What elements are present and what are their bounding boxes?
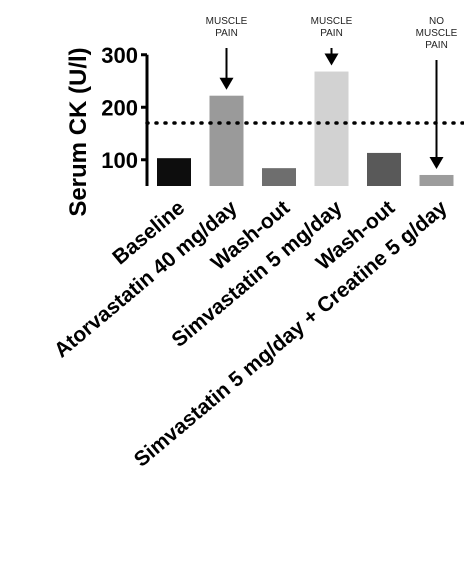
annotation-label: MUSCLE	[206, 16, 248, 27]
bar	[157, 158, 191, 186]
bar	[419, 174, 454, 186]
annotation-label: NO	[429, 16, 444, 27]
y-tick-label: 300	[101, 43, 138, 68]
bar-series	[157, 71, 454, 186]
y-tick-label: 100	[101, 148, 138, 173]
annotation-label: PAIN	[320, 28, 343, 39]
annotation-label: PAIN	[215, 28, 238, 39]
bar	[262, 168, 296, 186]
y-tick-label: 200	[101, 95, 138, 120]
chart-axes: 100 200 300	[101, 43, 149, 186]
annotation-label: PAIN	[425, 40, 448, 51]
y-axis-title: Serum CK (U/l)	[65, 47, 92, 216]
annotation-arrow-head	[219, 77, 234, 90]
bar	[367, 152, 401, 186]
annotation-label: MUSCLE	[416, 28, 458, 39]
annotation-arrow-head	[324, 53, 339, 66]
bar	[314, 71, 349, 186]
annotation-arrow-head	[429, 156, 444, 169]
annotation-label: MUSCLE	[311, 16, 353, 27]
bar	[209, 95, 244, 186]
